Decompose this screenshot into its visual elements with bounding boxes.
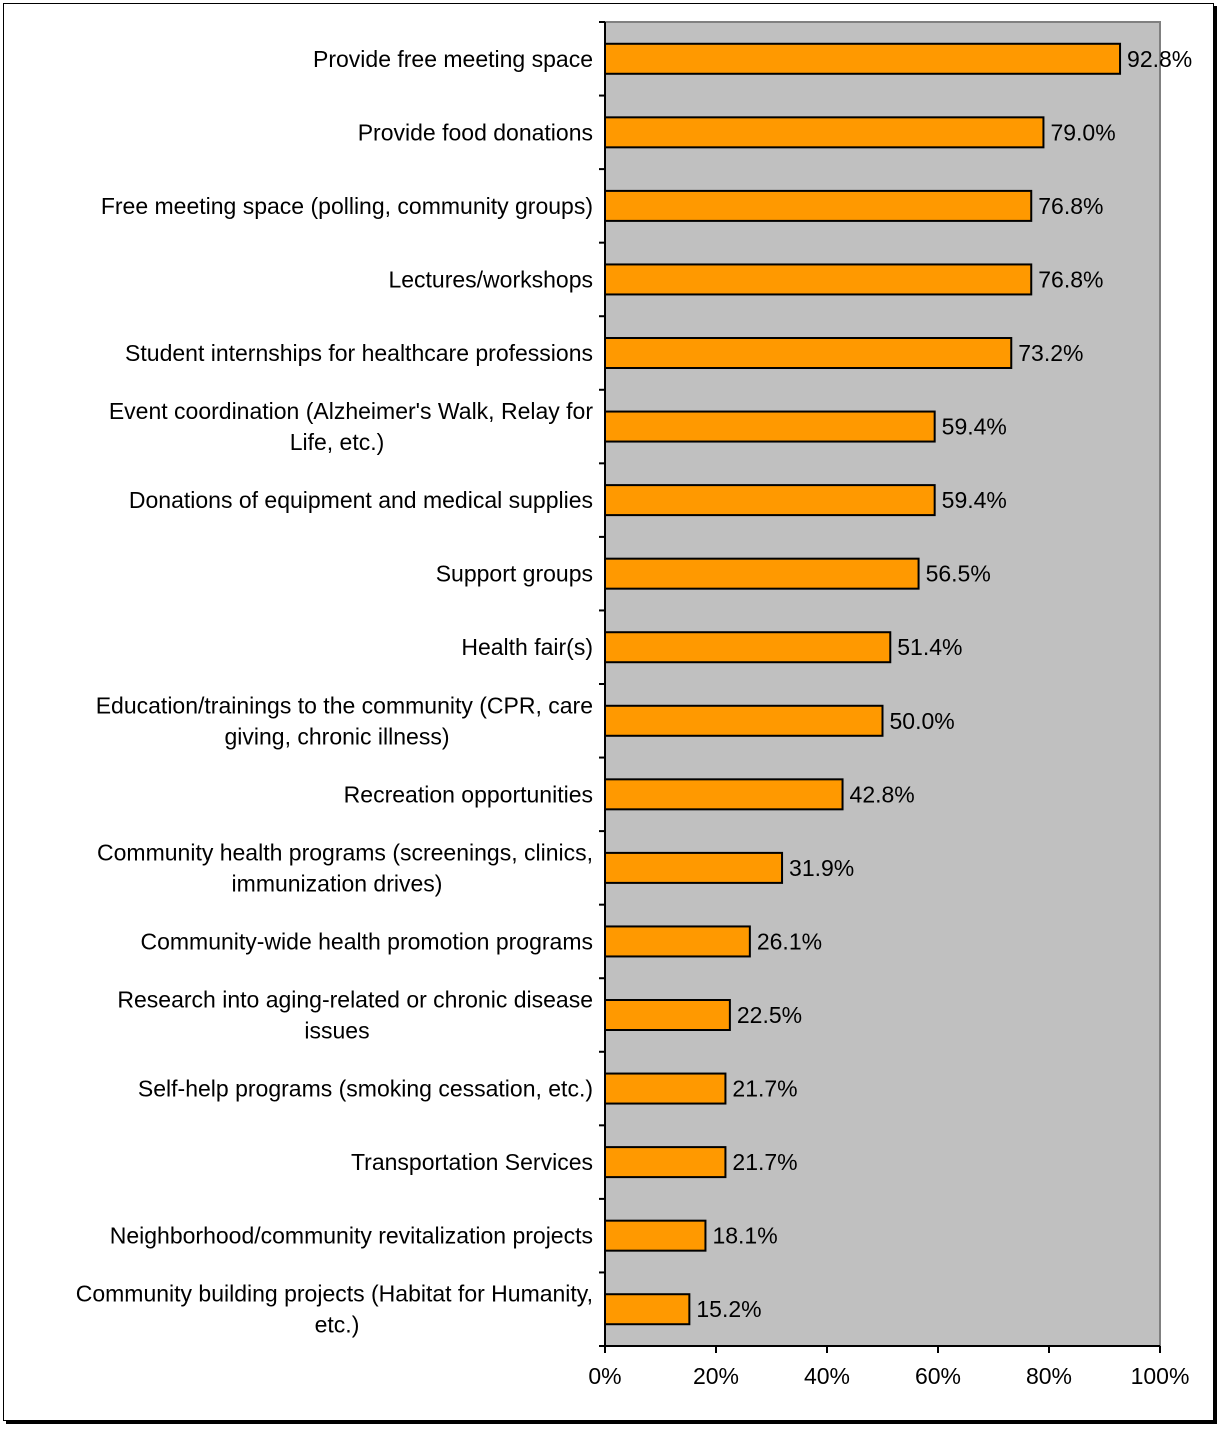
value-label-1: 79.0% xyxy=(1050,119,1115,145)
value-label-3: 76.8% xyxy=(1038,266,1103,292)
x-tick-label-4: 80% xyxy=(1026,1363,1072,1389)
value-label-0: 92.8% xyxy=(1127,46,1192,72)
bar-15 xyxy=(604,1146,727,1179)
x-tick-label-0: 0% xyxy=(588,1363,621,1389)
category-label-11: Community health programs (screenings, c… xyxy=(97,839,593,896)
value-label-12: 26.1% xyxy=(757,928,822,954)
bar-17 xyxy=(604,1293,691,1326)
value-label-8: 51.4% xyxy=(897,634,962,660)
bar-11 xyxy=(604,851,784,884)
bars-layer xyxy=(604,42,1122,1326)
bar-2 xyxy=(604,189,1033,222)
x-tick-label-2: 40% xyxy=(804,1363,850,1389)
category-label-5: Event coordination (Alzheimer's Walk, Re… xyxy=(109,398,594,455)
category-label-16: Neighborhood/community revitalization pr… xyxy=(110,1223,593,1249)
axis-layer xyxy=(599,21,1161,1353)
category-label-17: Community building projects (Habitat for… xyxy=(76,1281,593,1338)
value-label-10: 42.8% xyxy=(850,781,915,807)
category-label-4: Student internships for healthcare profe… xyxy=(125,340,593,366)
x-tick-label-1: 20% xyxy=(693,1363,739,1389)
plot-area xyxy=(604,21,1161,1347)
bar-6 xyxy=(604,484,936,517)
bar-7 xyxy=(604,557,920,590)
bar-16 xyxy=(604,1219,707,1252)
value-label-13: 22.5% xyxy=(737,1002,802,1028)
category-label-2: Free meeting space (polling, community g… xyxy=(101,193,593,219)
bar-9 xyxy=(604,704,884,737)
category-label-14: Self-help programs (smoking cessation, e… xyxy=(138,1076,593,1102)
value-label-7: 56.5% xyxy=(926,561,991,587)
category-label-15: Transportation Services xyxy=(351,1149,593,1175)
category-label-12: Community-wide health promotion programs xyxy=(140,928,593,954)
category-label-1: Provide food donations xyxy=(358,119,593,145)
value-label-4: 73.2% xyxy=(1018,340,1083,366)
bar-5 xyxy=(604,410,936,443)
category-label-3: Lectures/workshops xyxy=(388,266,593,292)
value-label-16: 18.1% xyxy=(712,1223,777,1249)
labels-layer: 92.8% Provide free meeting space 79.0% Prov… xyxy=(76,46,1193,1389)
category-label-9: Education/trainings to the community (CP… xyxy=(96,692,593,749)
category-label-0: Provide free meeting space xyxy=(313,46,593,72)
bar-4 xyxy=(604,337,1013,369)
value-label-14: 21.7% xyxy=(732,1076,797,1102)
bar-1 xyxy=(604,116,1045,149)
value-label-9: 50.0% xyxy=(890,708,955,734)
bar-13 xyxy=(604,999,731,1031)
x-tick-label-5: 100% xyxy=(1131,1363,1190,1389)
value-label-17: 15.2% xyxy=(696,1296,761,1322)
bar-12 xyxy=(604,925,751,958)
bar-10 xyxy=(604,778,844,811)
category-label-13: Research into aging-related or chronic d… xyxy=(117,987,593,1044)
bar-8 xyxy=(604,631,892,664)
value-label-2: 76.8% xyxy=(1038,193,1103,219)
category-label-6: Donations of equipment and medical suppl… xyxy=(129,487,593,513)
value-label-15: 21.7% xyxy=(732,1149,797,1175)
value-label-11: 31.9% xyxy=(789,855,854,881)
bar-14 xyxy=(604,1072,727,1105)
category-label-10: Recreation opportunities xyxy=(344,781,593,807)
value-label-6: 59.4% xyxy=(942,487,1007,513)
category-label-7: Support groups xyxy=(436,561,593,587)
category-label-8: Health fair(s) xyxy=(461,634,593,660)
bar-3 xyxy=(604,263,1033,296)
value-label-5: 59.4% xyxy=(942,414,1007,440)
bar-0 xyxy=(604,42,1122,75)
x-tick-label-3: 60% xyxy=(915,1363,961,1389)
